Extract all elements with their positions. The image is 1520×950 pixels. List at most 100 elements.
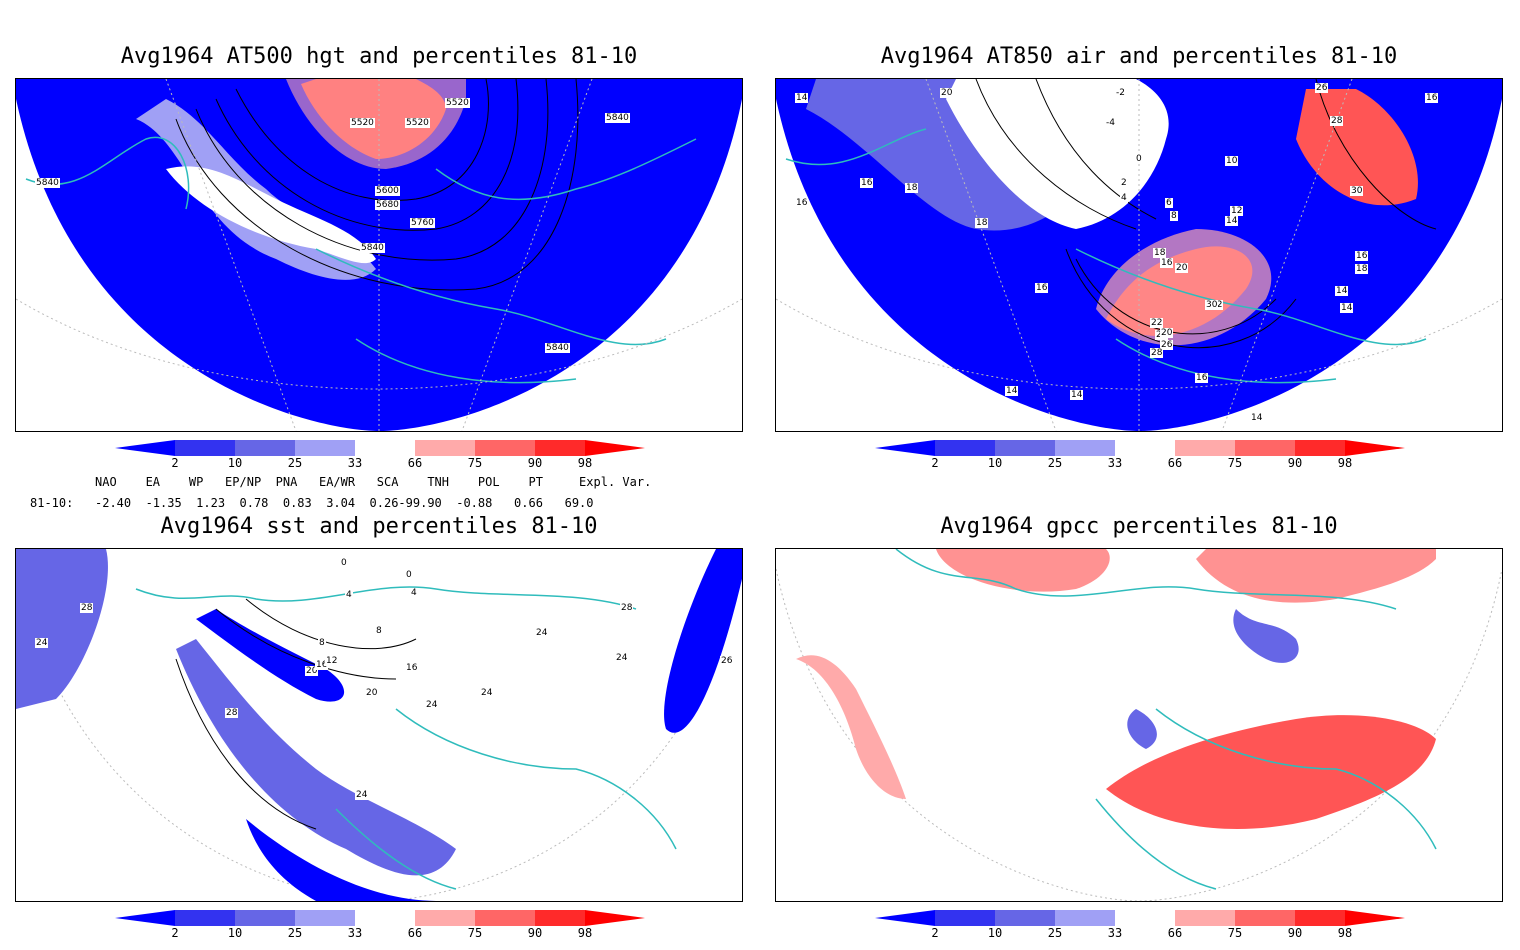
panel2-title: Avg1964 AT850 air and percentiles 81-10 — [880, 44, 1398, 69]
cb-label-2: 2 — [931, 456, 939, 470]
cb-label-25: 25 — [287, 456, 303, 470]
cb-seg-7 — [1295, 910, 1345, 926]
cb-label-33: 33 — [1107, 456, 1123, 470]
blue-west — [16, 549, 108, 709]
cb-seg-4 — [355, 440, 415, 456]
cb-seg-1 — [935, 910, 995, 926]
cb-label-66: 66 — [407, 456, 423, 470]
contour-label: 5520 — [350, 118, 375, 128]
colorbar-svg — [115, 910, 645, 926]
contour-label: -2 — [1115, 88, 1126, 98]
cb-label-75: 75 — [1227, 926, 1243, 940]
cb-seg-5 — [1175, 910, 1235, 926]
red-europe — [1196, 549, 1436, 603]
contour-label: 5840 — [360, 243, 385, 253]
contour-label: 28 — [225, 708, 239, 718]
contour-label: 16 — [860, 178, 874, 188]
contour-label: 24 — [35, 638, 49, 648]
contour-label: 14 — [1250, 413, 1264, 423]
grid-lines — [16, 79, 742, 431]
contour-label: 24 — [425, 700, 439, 710]
hemisphere-outline — [16, 568, 742, 901]
colorbar-top-left: 2 10 25 33 66 75 90 98 — [115, 440, 645, 480]
contour-label: 0 — [340, 558, 348, 568]
cb-seg-1 — [175, 910, 235, 926]
panel4-title: Avg1964 gpcc percentiles 81-10 — [940, 514, 1338, 539]
contour-label: 0 — [1135, 154, 1143, 164]
cb-label-90: 90 — [1287, 926, 1303, 940]
cb-arrow-right — [585, 910, 645, 926]
panel1-title: Avg1964 AT500 hgt and percentiles 81-10 — [120, 44, 638, 69]
panel3-sst-map — [15, 548, 743, 902]
panel3-title: Avg1964 sst and percentiles 81-10 — [160, 514, 598, 539]
cb-label-25: 25 — [1047, 926, 1063, 940]
contour-label: 12 — [1230, 206, 1244, 216]
cb-seg-4 — [1115, 910, 1175, 926]
cb-seg-5 — [415, 910, 475, 926]
red-anomaly-ne — [1296, 89, 1418, 206]
blue-ocean — [176, 639, 456, 876]
cb-label-90: 90 — [527, 456, 543, 470]
cb-seg-7 — [1295, 440, 1345, 456]
contour-label: 14 — [795, 93, 809, 103]
cb-label-2: 2 — [171, 926, 179, 940]
cb-label-90: 90 — [1287, 456, 1303, 470]
coastlines — [135, 586, 677, 890]
cb-arrow-left — [875, 440, 935, 456]
cb-label-10: 10 — [227, 926, 243, 940]
contour-label: 30 — [1350, 186, 1364, 196]
coastlines — [25, 136, 697, 384]
contour-label: 8 — [375, 626, 383, 636]
blue-deep — [246, 819, 436, 901]
contour-label: 6 — [1165, 198, 1173, 208]
colorbar-top-right: 2 10 25 33 66 75 90 98 — [875, 440, 1405, 480]
colorbar-svg — [115, 440, 645, 456]
cb-label-98: 98 — [577, 456, 593, 470]
contour-label: 20 — [1175, 263, 1189, 273]
contour-label: 24 — [355, 790, 369, 800]
cb-label-66: 66 — [1167, 926, 1183, 940]
cb-seg-5 — [415, 440, 475, 456]
contour-label: 14 — [1335, 286, 1349, 296]
cb-seg-2 — [235, 910, 295, 926]
cb-seg-3 — [1055, 910, 1115, 926]
contour-label: 5840 — [35, 178, 60, 188]
cb-label-90: 90 — [527, 926, 543, 940]
cb-seg-3 — [1055, 440, 1115, 456]
panel2-svg — [776, 79, 1502, 431]
contour-lines — [175, 79, 579, 291]
cb-seg-3 — [295, 440, 355, 456]
red-north — [936, 549, 1110, 592]
cb-label-2: 2 — [171, 456, 179, 470]
cb-label-75: 75 — [467, 926, 483, 940]
cb-seg-1 — [935, 440, 995, 456]
contour-label: 5600 — [375, 186, 400, 196]
grid-lines — [776, 79, 1502, 431]
contour-label: 5840 — [605, 113, 630, 123]
contour-label: 20 — [940, 88, 954, 98]
contour-label: 14 — [1225, 216, 1239, 226]
contour-label: 26 — [720, 656, 734, 666]
contour-label: 26 — [1160, 340, 1174, 350]
contour-lines — [175, 598, 417, 830]
cb-seg-2 — [995, 910, 1055, 926]
panel2-air-map — [775, 78, 1503, 432]
contour-label: 20 — [1160, 328, 1174, 338]
contour-label: 4 — [1120, 193, 1128, 203]
cb-seg-6 — [1235, 910, 1295, 926]
cb-label-98: 98 — [577, 926, 593, 940]
cb-label-33: 33 — [1107, 926, 1123, 940]
cb-seg-6 — [475, 910, 535, 926]
contour-label: 5680 — [375, 200, 400, 210]
contour-label: 28 — [620, 603, 634, 613]
index-row-label: 81-10: — [30, 496, 74, 510]
cb-label-33: 33 — [347, 456, 363, 470]
colorbar-svg — [875, 910, 1405, 926]
contour-label: 18 — [975, 218, 989, 228]
contour-label: 16 — [315, 660, 329, 670]
pink-west — [796, 655, 906, 799]
colorbar-bottom-right: 2 10 25 33 66 75 90 98 — [875, 910, 1405, 950]
contour-label: 4 — [410, 588, 418, 598]
contour-label: 12 — [325, 656, 339, 666]
cb-seg-5 — [1175, 440, 1235, 456]
